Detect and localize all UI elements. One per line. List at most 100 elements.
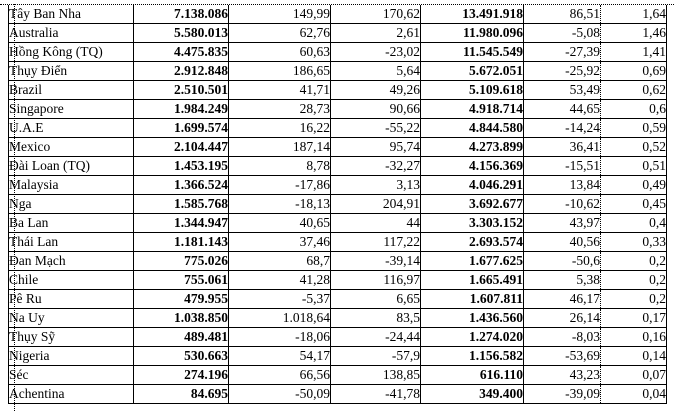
pct-cell[interactable]: 13,84 — [523, 175, 601, 195]
pct-cell[interactable]: 204,91 — [330, 194, 421, 214]
pct-cell[interactable]: 28,73 — [228, 99, 331, 119]
pct-cell[interactable]: 68,7 — [228, 251, 331, 271]
value-primary-cell[interactable]: 274.196 — [133, 365, 229, 385]
pct-cell[interactable]: -55,22 — [330, 118, 421, 138]
value-secondary-cell[interactable]: 1.436.560 — [420, 308, 524, 328]
value-primary-cell[interactable]: 1.585.768 — [133, 194, 229, 214]
value-primary-cell[interactable]: 755.061 — [133, 270, 229, 290]
pct-cell[interactable]: 62,76 — [228, 23, 331, 43]
pct-cell[interactable]: 40,56 — [523, 232, 601, 252]
value-primary-cell[interactable]: 1.344.947 — [133, 213, 229, 233]
value-primary-cell[interactable]: 1.038.850 — [133, 308, 229, 328]
share-cell[interactable]: 1,46 — [600, 23, 667, 43]
value-primary-cell[interactable]: 1.453.195 — [133, 156, 229, 176]
share-cell[interactable]: 0,45 — [600, 194, 667, 214]
share-cell[interactable]: 0,2 — [600, 289, 667, 309]
country-cell[interactable]: Đan Mạch — [8, 251, 134, 271]
pct-cell[interactable]: -50,09 — [228, 384, 331, 404]
value-primary-cell[interactable]: 479.955 — [133, 289, 229, 309]
country-cell[interactable]: Australia — [8, 23, 134, 43]
value-primary-cell[interactable]: 1.181.143 — [133, 232, 229, 252]
pct-cell[interactable]: -15,51 — [523, 156, 601, 176]
value-primary-cell[interactable]: 4.475.835 — [133, 42, 229, 62]
country-cell[interactable]: U.A.E — [8, 118, 134, 138]
value-secondary-cell[interactable]: 11.545.549 — [420, 42, 524, 62]
pct-cell[interactable]: 170,62 — [330, 5, 421, 24]
share-cell[interactable]: 0,33 — [600, 232, 667, 252]
value-secondary-cell[interactable]: 349.400 — [420, 384, 524, 404]
country-cell[interactable]: Ba Lan — [8, 213, 134, 233]
pct-cell[interactable]: -24,44 — [330, 327, 421, 347]
pct-cell[interactable]: 187,14 — [228, 137, 331, 157]
share-cell[interactable]: 0,2 — [600, 251, 667, 271]
value-primary-cell[interactable]: 1.366.524 — [133, 175, 229, 195]
value-secondary-cell[interactable]: 1.274.020 — [420, 327, 524, 347]
pct-cell[interactable]: 44,65 — [523, 99, 601, 119]
value-secondary-cell[interactable]: 616.110 — [420, 365, 524, 385]
pct-cell[interactable]: 8,78 — [228, 156, 331, 176]
country-cell[interactable]: Thụy Sỹ — [8, 327, 134, 347]
pct-cell[interactable]: -5,37 — [228, 289, 331, 309]
value-primary-cell[interactable]: 2.104.447 — [133, 137, 229, 157]
value-primary-cell[interactable]: 1.699.574 — [133, 118, 229, 138]
value-secondary-cell[interactable]: 5.109.618 — [420, 80, 524, 100]
country-cell[interactable]: Chile — [8, 270, 134, 290]
pct-cell[interactable]: -25,92 — [523, 61, 601, 81]
pct-cell[interactable]: 6,65 — [330, 289, 421, 309]
share-cell[interactable]: 0,4 — [600, 213, 667, 233]
country-cell[interactable]: Brazil — [8, 80, 134, 100]
value-primary-cell[interactable]: 84.695 — [133, 384, 229, 404]
pct-cell[interactable]: 36,41 — [523, 137, 601, 157]
value-secondary-cell[interactable]: 1.607.811 — [420, 289, 524, 309]
pct-cell[interactable]: -39,14 — [330, 251, 421, 271]
value-secondary-cell[interactable]: 4.046.291 — [420, 175, 524, 195]
value-primary-cell[interactable]: 489.481 — [133, 327, 229, 347]
pct-cell[interactable]: 41,28 — [228, 270, 331, 290]
share-cell[interactable]: 0,62 — [600, 80, 667, 100]
share-cell[interactable]: 0,17 — [600, 308, 667, 328]
pct-cell[interactable]: 26,14 — [523, 308, 601, 328]
value-secondary-cell[interactable]: 4.844.580 — [420, 118, 524, 138]
country-cell[interactable]: Thái Lan — [8, 232, 134, 252]
value-secondary-cell[interactable]: 4.273.899 — [420, 137, 524, 157]
pct-cell[interactable]: -8,03 — [523, 327, 601, 347]
value-secondary-cell[interactable]: 11.980.096 — [420, 23, 524, 43]
share-cell[interactable]: 1,64 — [600, 5, 667, 24]
pct-cell[interactable]: 149,99 — [228, 5, 331, 24]
value-secondary-cell[interactable]: 1.677.625 — [420, 251, 524, 271]
share-cell[interactable]: 0,07 — [600, 365, 667, 385]
pct-cell[interactable]: 116,97 — [330, 270, 421, 290]
pct-cell[interactable]: -41,78 — [330, 384, 421, 404]
value-secondary-cell[interactable]: 4.918.714 — [420, 99, 524, 119]
share-cell[interactable]: 0,2 — [600, 270, 667, 290]
pct-cell[interactable]: -50,6 — [523, 251, 601, 271]
pct-cell[interactable]: 43,97 — [523, 213, 601, 233]
country-cell[interactable]: Malaysia — [8, 175, 134, 195]
pct-cell[interactable]: -14,24 — [523, 118, 601, 138]
pct-cell[interactable]: 54,17 — [228, 346, 331, 366]
country-cell[interactable]: Achentina — [8, 384, 134, 404]
value-primary-cell[interactable]: 2.912.848 — [133, 61, 229, 81]
pct-cell[interactable]: -10,62 — [523, 194, 601, 214]
pct-cell[interactable]: 41,71 — [228, 80, 331, 100]
pct-cell[interactable]: 138,85 — [330, 365, 421, 385]
country-cell[interactable]: Hồng Kông (TQ) — [8, 42, 134, 62]
pct-cell[interactable]: 95,74 — [330, 137, 421, 157]
value-primary-cell[interactable]: 775.026 — [133, 251, 229, 271]
value-secondary-cell[interactable]: 13.491.918 — [420, 5, 524, 24]
value-primary-cell[interactable]: 2.510.501 — [133, 80, 229, 100]
value-secondary-cell[interactable]: 4.156.369 — [420, 156, 524, 176]
value-secondary-cell[interactable]: 3.303.152 — [420, 213, 524, 233]
value-primary-cell[interactable]: 530.663 — [133, 346, 229, 366]
value-primary-cell[interactable]: 1.984.249 — [133, 99, 229, 119]
country-cell[interactable]: Pê Ru — [8, 289, 134, 309]
pct-cell[interactable]: 2,61 — [330, 23, 421, 43]
country-cell[interactable]: Séc — [8, 365, 134, 385]
share-cell[interactable]: 0,52 — [600, 137, 667, 157]
pct-cell[interactable]: 53,49 — [523, 80, 601, 100]
pct-cell[interactable]: 117,22 — [330, 232, 421, 252]
pct-cell[interactable]: 16,22 — [228, 118, 331, 138]
pct-cell[interactable]: -5,08 — [523, 23, 601, 43]
pct-cell[interactable]: 83,5 — [330, 308, 421, 328]
value-secondary-cell[interactable]: 5.672.051 — [420, 61, 524, 81]
